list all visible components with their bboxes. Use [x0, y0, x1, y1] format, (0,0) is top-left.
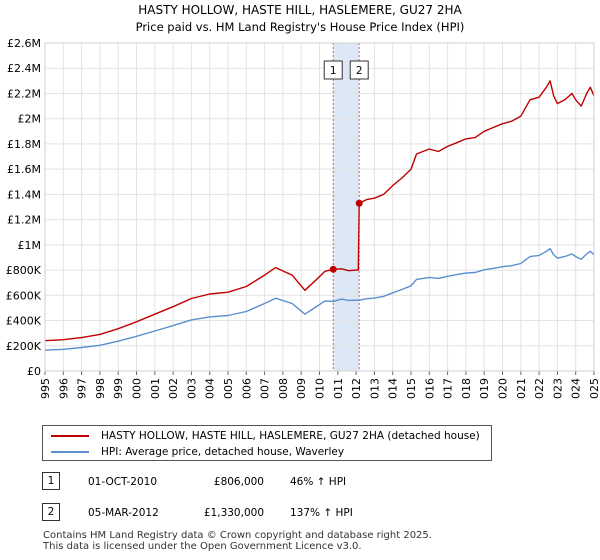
- footer-line: This data is licensed under the Open Gov…: [43, 541, 362, 552]
- legend: HASTY HOLLOW, HASTE HILL, HASLEMERE, GU2…: [42, 425, 492, 461]
- x-tick-label: 2011: [332, 378, 345, 400]
- y-tick-label: £1M: [18, 239, 42, 252]
- transaction-date: 05-MAR-2012: [88, 507, 159, 519]
- x-tick-label: 1999: [112, 378, 125, 400]
- transaction-price: £1,330,000: [203, 507, 264, 519]
- marker-badge-label: 2: [356, 65, 363, 77]
- y-tick-label: £1.6M: [7, 163, 41, 176]
- x-axis: 1995 1996 1997 1998 1999 2000 2001 2002 2003 2004…: [39, 371, 600, 400]
- x-tick-label: 2022: [533, 378, 546, 400]
- x-tick-label: 2012: [350, 378, 363, 400]
- x-tick-label: 2004: [204, 378, 217, 400]
- x-tick-label: 2020: [497, 378, 510, 400]
- sale-point: [355, 199, 363, 207]
- sale-point: [329, 265, 337, 273]
- marker-badge: [323, 60, 343, 80]
- x-tick-label: 2001: [149, 378, 162, 400]
- x-tick-label: 2006: [240, 378, 253, 400]
- plot-frame: [44, 42, 595, 372]
- transaction-hpi: 137% ↑ HPI: [290, 507, 353, 519]
- x-tick-label: 1998: [94, 378, 107, 400]
- x-tick-label: 2013: [368, 378, 381, 400]
- x-tick-label: 2024: [570, 378, 583, 400]
- y-tick-label: £0: [27, 365, 41, 378]
- x-tick-label: 2015: [405, 378, 418, 400]
- x-tick-label: 2002: [167, 378, 180, 400]
- transaction-badge: 1: [42, 472, 60, 490]
- grid: [44, 42, 595, 372]
- legend-item-hpi: HPI: Average price, detached house, Wave…: [51, 444, 344, 460]
- y-tick-label: £2.2M: [7, 87, 41, 100]
- shaded-range: [333, 43, 360, 371]
- y-axis: £0 £200K £400K £600K £800K £1M £1.2M £1.4M £1.6M…: [6, 37, 42, 378]
- transaction-date: 01-OCT-2010: [88, 476, 157, 488]
- chart-title: HASTY HOLLOW, HASTE HILL, HASLEMERE, GU2…: [138, 3, 462, 17]
- transaction-badge: 2: [42, 503, 60, 521]
- x-tick-label: 2021: [515, 378, 528, 400]
- legend-label: HASTY HOLLOW, HASTE HILL, HASLEMERE, GU2…: [101, 430, 480, 442]
- footer-line: Contains HM Land Registry data © Crown c…: [43, 530, 432, 541]
- series-line-property: [44, 80, 595, 342]
- footer: Contains HM Land Registry data © Crown c…: [43, 530, 432, 552]
- y-tick-label: £200K: [6, 340, 42, 353]
- x-tick-label: 2009: [295, 378, 308, 400]
- y-tick-label: £2.4M: [7, 62, 41, 75]
- marker-badge: [349, 60, 369, 80]
- x-tick-label: 1995: [39, 378, 52, 400]
- x-tick-label: 2019: [478, 378, 491, 400]
- chart-subtitle: Price paid vs. HM Land Registry's House …: [136, 20, 465, 34]
- y-tick-label: £1.2M: [7, 214, 41, 227]
- legend-line-red: [51, 435, 89, 437]
- x-tick-label: 2018: [460, 378, 473, 400]
- x-tick-label: 2000: [131, 378, 144, 400]
- x-tick-label: 1996: [57, 378, 70, 400]
- x-tick-label: 2007: [259, 378, 272, 400]
- series-line-hpi: [44, 247, 595, 351]
- transaction-hpi: 46% ↑ HPI: [290, 476, 347, 488]
- x-tick-label: 2008: [277, 378, 290, 400]
- series: [44, 80, 595, 351]
- y-tick-label: £600K: [6, 289, 42, 302]
- x-tick-label: 2010: [314, 378, 327, 400]
- x-tick-label: 2016: [423, 378, 436, 400]
- x-tick-label: 2023: [551, 378, 564, 400]
- x-tick-label: 1997: [76, 378, 89, 400]
- x-tick-label: 2014: [387, 378, 400, 400]
- y-tick-label: £1.4M: [7, 188, 41, 201]
- y-tick-label: £400K: [6, 315, 42, 328]
- y-tick-label: £2.6M: [7, 37, 41, 50]
- legend-item-property: HASTY HOLLOW, HASTE HILL, HASLEMERE, GU2…: [51, 428, 480, 444]
- x-tick-label: 2005: [222, 378, 235, 400]
- y-tick-label: £2M: [18, 113, 42, 126]
- marker-badge-label: 1: [330, 65, 337, 77]
- x-tick-label: 2025: [588, 378, 600, 400]
- x-tick-label: 2017: [442, 378, 455, 400]
- legend-label: HPI: Average price, detached house, Wave…: [101, 446, 345, 458]
- chart: HASTY HOLLOW, HASTE HILL, HASLEMERE, GU2…: [6, 3, 600, 400]
- y-tick-label: £800K: [6, 264, 42, 277]
- x-tick-label: 2003: [185, 378, 198, 400]
- y-tick-label: £1.8M: [7, 138, 41, 151]
- transaction-price: £806,000: [213, 476, 264, 488]
- legend-line-blue: [51, 451, 89, 453]
